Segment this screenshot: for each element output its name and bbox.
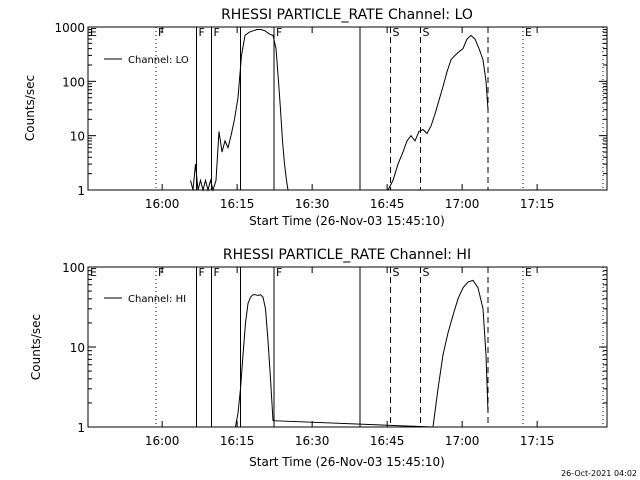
marker-label-lo: F: [276, 26, 282, 39]
legend-lo: Channel: LO: [104, 55, 189, 66]
chart-title-lo: RHESSI PARTICLE_RATE Channel: LO: [221, 7, 473, 23]
series-hi: [235, 279, 489, 428]
x-tick-label-hi: 17:00: [445, 434, 480, 448]
x-ticks-hi: 16:00 16:15 16:30 16:45 17:00 17:15: [145, 267, 555, 448]
x-tick-label-hi: 16:00: [145, 434, 180, 448]
y-tick-label-hi: 1: [77, 421, 85, 435]
x-tick-label-hi: 16:15: [220, 434, 255, 448]
x-tick-label-lo: 17:15: [520, 197, 555, 211]
marker-label-hi: E: [525, 266, 532, 279]
marker-label-hi: E: [90, 266, 97, 279]
series-lo: [190, 29, 489, 192]
y-ticks-hi: 1 10 100: [62, 261, 607, 435]
x-tick-label-lo: 16:45: [370, 197, 405, 211]
marker-label-lo: E: [525, 26, 532, 39]
x-tick-label-hi: 16:30: [295, 434, 330, 448]
x-tick-label-hi: 16:45: [370, 434, 405, 448]
y-tick-label-lo: 10: [70, 130, 85, 144]
marker-label-lo: E: [90, 26, 97, 39]
chart-title-hi: RHESSI PARTICLE_RATE Channel: HI: [223, 247, 471, 263]
marker-label-hi: S: [393, 266, 400, 279]
legend-label-hi: Channel: HI: [128, 294, 186, 305]
marker-label-lo: F: [214, 26, 220, 39]
legend-label-lo: Channel: LO: [128, 55, 189, 66]
x-axis-label-hi: Start Time (26-Nov-03 15:45:10): [249, 455, 445, 469]
y-tick-label-hi: 100: [62, 261, 85, 275]
marker-label-hi: F: [276, 266, 282, 279]
y-ticks-lo: 1 10 100 1000: [54, 21, 607, 198]
x-ticks-lo: 16:00 16:15 16:30 16:45 17:00 17:15: [145, 27, 555, 211]
marker-label-lo: S: [393, 26, 400, 39]
y-tick-label-lo: 1000: [54, 21, 85, 35]
marker-label-lo: S: [423, 26, 430, 39]
data-line-hi: [235, 279, 489, 428]
marker-label-hi: F: [158, 266, 164, 279]
y-tick-label-lo: 100: [62, 75, 85, 89]
data-line-lo: [190, 29, 489, 192]
panel-hi: RHESSI PARTICLE_RATE Channel: HI Counts/…: [29, 247, 608, 469]
marker-label-hi: F: [214, 266, 220, 279]
x-axis-label-lo: Start Time (26-Nov-03 15:45:10): [249, 214, 445, 228]
marker-label-hi: S: [423, 266, 430, 279]
x-tick-label-lo: 16:15: [220, 197, 255, 211]
panel-lo: RHESSI PARTICLE_RATE Channel: LO Counts/…: [23, 7, 608, 228]
x-tick-label-lo: 16:30: [295, 197, 330, 211]
marker-label-lo: F: [158, 26, 164, 39]
plot-frame-hi: [87, 266, 608, 428]
x-tick-label-lo: 16:00: [145, 197, 180, 211]
x-tick-label-lo: 17:00: [445, 197, 480, 211]
footer-timestamp: 26-Oct-2021 04:02: [561, 469, 637, 478]
y-tick-label-lo: 1: [77, 184, 85, 198]
y-axis-label-hi: Counts/sec: [29, 314, 43, 380]
marker-label-hi: F: [199, 266, 205, 279]
x-tick-label-hi: 17:15: [520, 434, 555, 448]
y-tick-label-hi: 10: [70, 341, 85, 355]
plot-frame-lo: [87, 26, 608, 191]
y-axis-label-lo: Counts/sec: [23, 75, 37, 141]
marker-label-lo: F: [199, 26, 205, 39]
legend-hi: Channel: HI: [104, 294, 186, 305]
